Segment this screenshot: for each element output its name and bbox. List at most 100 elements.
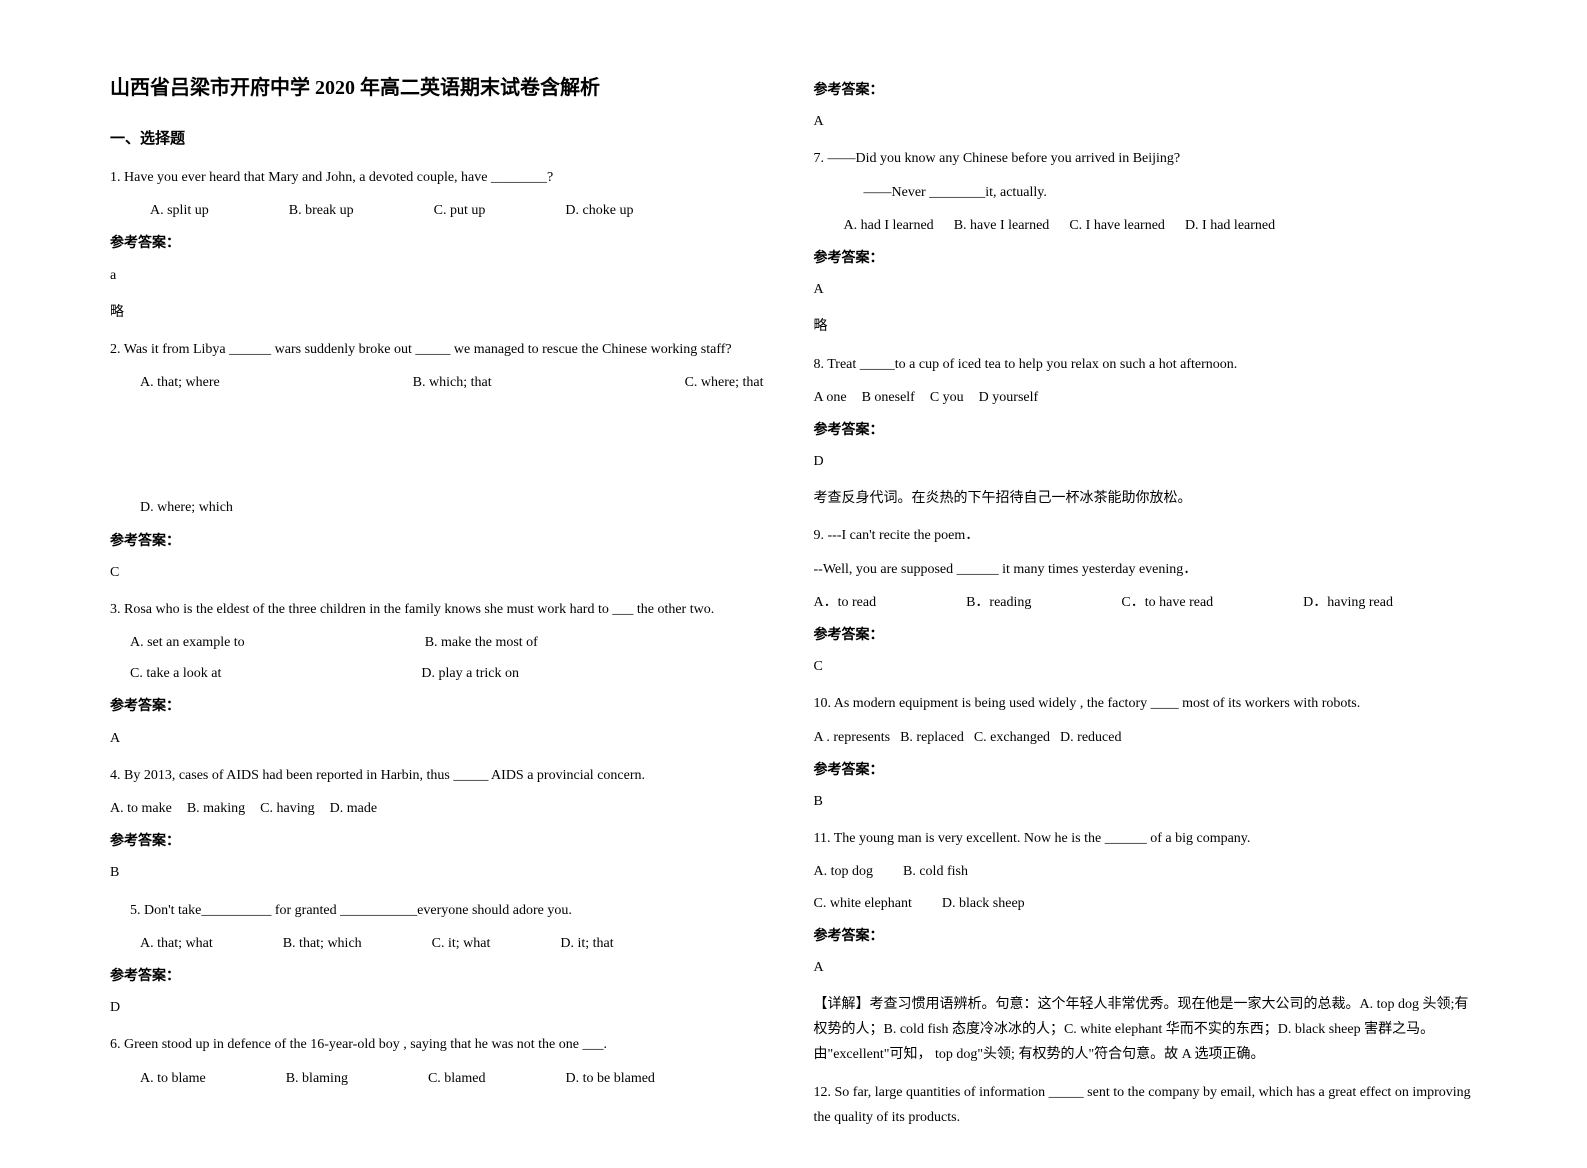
question-9-text-2: --Well, you are supposed ______ it many … [814,557,1478,582]
q8-opt-c: C you [930,385,964,410]
q11-opt-c: C. white elephant [814,891,912,916]
q1-answer: a [110,263,774,288]
q8-answer: D [814,449,1478,474]
q2-opt-a: A. that; where [140,370,220,395]
q8-opt-d: D yourself [979,385,1039,410]
q2-answer-label: 参考答案： [110,529,774,554]
question-12-text: 12. So far, large quantities of informat… [814,1080,1478,1130]
q9-opt-a: A．to read [814,590,877,615]
q11-answer-label: 参考答案： [814,924,1478,949]
question-3-options: A. set an example to B. make the most of… [110,630,774,686]
q4-opt-a: A. to make [110,796,172,821]
q1-opt-b: B. break up [289,198,354,223]
question-9-options: A．to read B．reading C．to have read D．hav… [814,590,1478,615]
q4-answer-label: 参考答案： [110,829,774,854]
q6-opt-c: C. blamed [428,1066,486,1091]
q3-answer-label: 参考答案： [110,694,774,719]
q8-explain: 考查反身代词。在炎热的下午招待自己一杯冰茶能助你放松。 [814,486,1478,511]
q3-opt-d: D. play a trick on [421,661,519,686]
q5-opt-b: B. that; which [283,931,362,956]
right-column: 参考答案： A 7. ——Did you know any Chinese be… [794,70,1498,1138]
q10-opt-c: C. exchanged [974,725,1050,750]
q9-answer-label: 参考答案： [814,623,1478,648]
q5-answer: D [110,995,774,1020]
question-6-options: A. to blame B. blaming C. blamed D. to b… [140,1066,774,1091]
q11-answer: A [814,955,1478,980]
q3-answer: A [110,726,774,751]
left-column: 山西省吕梁市开府中学 2020 年高二英语期末试卷含解析 一、选择题 1. Ha… [90,70,794,1138]
q10-answer: B [814,789,1478,814]
q7-note: 略 [814,314,1478,339]
question-1-text: 1. Have you ever heard that Mary and Joh… [110,165,774,190]
section-title: 一、选择题 [110,126,774,153]
question-11-text: 11. The young man is very excellent. Now… [814,826,1478,851]
question-4-options: A. to make B. making C. having D. made [110,796,774,821]
question-5-options: A. that; what B. that; which C. it; what… [140,931,774,956]
question-1-options: A. split up B. break up C. put up D. cho… [150,198,774,223]
question-8-text: 8. Treat _____to a cup of iced tea to he… [814,352,1478,377]
q6-opt-d: D. to be blamed [566,1066,655,1091]
q7-answer: A [814,277,1478,302]
q2-opt-c: C. where; that [685,370,764,395]
question-5-text: 5. Don't take__________ for granted ____… [130,898,774,923]
q7-answer-label: 参考答案： [814,246,1478,271]
q4-opt-d: D. made [330,796,377,821]
q4-opt-c: C. having [260,796,314,821]
q3-opt-a: A. set an example to [130,630,245,655]
q1-answer-label: 参考答案： [110,231,774,256]
q5-answer-label: 参考答案： [110,964,774,989]
q6-answer-label: 参考答案： [814,78,1478,103]
question-2-options: A. that; where B. which; that C. where; … [140,370,774,520]
q7-opt-c: C. I have learned [1069,213,1165,238]
q9-opt-c: C．to have read [1121,590,1213,615]
q11-opt-d: D. black sheep [942,891,1025,916]
q3-opt-b: B. make the most of [425,630,538,655]
q11-explain: 【详解】考查习惯用语辨析。句意：这个年轻人非常优秀。现在他是一家大公司的总裁。A… [814,992,1478,1068]
question-10-options: A . represents B. replaced C. exchanged … [814,725,1478,750]
q2-answer: C [110,560,774,585]
q9-opt-b: B．reading [966,590,1031,615]
q7-opt-a: A. had I learned [844,213,934,238]
q8-opt-a: A one [814,385,847,410]
q8-opt-b: B oneself [862,385,915,410]
question-7-options: A. had I learned B. have I learned C. I … [844,213,1478,238]
q1-opt-c: C. put up [434,198,486,223]
q4-answer: B [110,860,774,885]
exam-title: 山西省吕梁市开府中学 2020 年高二英语期末试卷含解析 [110,70,774,106]
q9-opt-d: D．having read [1303,590,1393,615]
q1-note: 略 [110,300,774,325]
question-7-text-2: ——Never ________it, actually. [864,180,1478,205]
page: 山西省吕梁市开府中学 2020 年高二英语期末试卷含解析 一、选择题 1. Ha… [0,0,1587,1168]
q11-opt-a: A. top dog [814,859,874,884]
question-11-options: A. top dog B. cold fish C. white elephan… [814,859,1478,915]
q6-opt-b: B. blaming [286,1066,348,1091]
q9-answer: C [814,654,1478,679]
q7-opt-d: D. I had learned [1185,213,1275,238]
question-4-text: 4. By 2013, cases of AIDS had been repor… [110,763,774,788]
q6-answer: A [814,109,1478,134]
question-6-text: 6. Green stood up in defence of the 16-y… [110,1032,774,1057]
q5-opt-a: A. that; what [140,931,213,956]
q10-opt-d: D. reduced [1060,725,1121,750]
q2-opt-b: B. which; that [413,370,492,395]
q7-opt-b: B. have I learned [954,213,1050,238]
question-8-options: A one B oneself C you D yourself [814,385,1478,410]
q5-opt-c: C. it; what [432,931,491,956]
q1-opt-d: D. choke up [565,198,633,223]
question-3-text: 3. Rosa who is the eldest of the three c… [110,597,774,622]
q10-answer-label: 参考答案： [814,758,1478,783]
question-10-text: 10. As modern equipment is being used wi… [814,691,1478,716]
question-9-text-1: 9. ---I can't recite the poem． [814,523,1478,548]
q8-answer-label: 参考答案： [814,418,1478,443]
q6-opt-a: A. to blame [140,1066,206,1091]
q10-opt-a: A . represents [814,725,891,750]
question-2-text: 2. Was it from Libya ______ wars suddenl… [110,337,774,362]
q3-opt-c: C. take a look at [130,661,221,686]
q11-opt-b: B. cold fish [903,859,968,884]
q5-opt-d: D. it; that [560,931,613,956]
q2-opt-d: D. where; which [140,495,233,520]
q1-opt-a: A. split up [150,198,209,223]
question-7-text-1: 7. ——Did you know any Chinese before you… [814,146,1478,171]
q4-opt-b: B. making [187,796,245,821]
q10-opt-b: B. replaced [900,725,964,750]
